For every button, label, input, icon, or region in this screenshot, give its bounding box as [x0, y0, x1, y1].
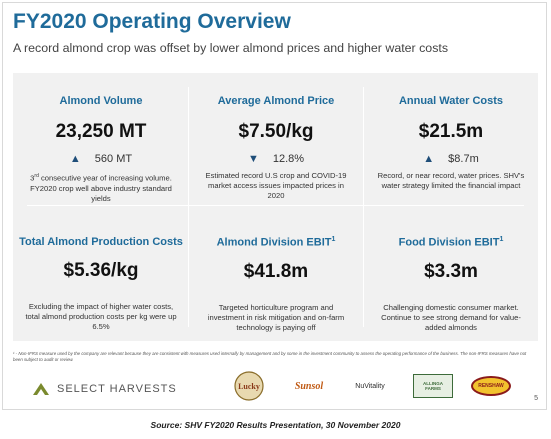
svg-text:Lucky: Lucky: [238, 382, 260, 391]
footnote: ¹ - Non-IFRS measure used by the company…: [13, 351, 527, 362]
metric-description: Excluding the impact of higher water cos…: [25, 302, 177, 331]
nuvitality-logo: NuVitality: [355, 382, 385, 390]
metric-value: $5.36/kg: [63, 260, 139, 281]
slide-title: FY2020 Operating Overview: [13, 10, 291, 33]
metric-card-food-division-ebit: Food Division EBIT1 $3.3m Challenging do…: [365, 236, 537, 333]
metric-change: ▲ $8.7m: [365, 153, 537, 165]
metric-value: $41.8m: [243, 260, 309, 282]
divider: [188, 87, 189, 327]
triangle-up-icon: ▲: [423, 153, 435, 165]
renshaw-logo: RENSHAW: [471, 371, 511, 401]
slide: FY2020 Operating Overview A record almon…: [2, 2, 547, 410]
metric-description: Record, or near record, water prices. SH…: [377, 171, 525, 190]
metric-description: Challenging domestic consumer market. Co…: [381, 302, 521, 332]
metric-value: 23,250 MT: [55, 121, 147, 142]
brand-mark-icon: [33, 383, 49, 395]
slide-footer: SELECT HARVESTS Lucky Sunsol NuVitality …: [3, 365, 546, 409]
sunsol-logo: Sunsol: [294, 380, 324, 392]
metric-change-value: $8.7m: [448, 153, 479, 165]
metric-change: ▲ 560 MT: [15, 153, 187, 165]
metric-title: Annual Water Costs: [398, 95, 504, 107]
metric-title: Total Almond Production Costs: [19, 236, 183, 248]
triangle-up-icon: ▲: [69, 153, 81, 165]
allinga-farms-label: ALLINGA FARMS: [413, 374, 453, 398]
metrics-panel: Almond Volume 23,250 MT ▲ 560 MT 3rd con…: [13, 73, 538, 341]
lucky-badge-icon: Lucky: [234, 371, 264, 401]
metric-change-value: 560 MT: [94, 153, 133, 165]
select-harvests-logo: SELECT HARVESTS: [31, 381, 177, 397]
metric-title: Average Almond Price: [217, 95, 335, 107]
metric-value: $3.3m: [424, 260, 478, 282]
metric-card-average-almond-price: Average Almond Price $7.50/kg ▼ 12.8% Es…: [190, 95, 362, 201]
metric-description: 3rd consecutive year of increasing volum…: [30, 173, 172, 203]
lucky-logo: Lucky: [231, 371, 267, 401]
metric-title: Almond Volume: [59, 95, 143, 107]
page-number: 5: [534, 395, 538, 402]
metric-card-almond-volume: Almond Volume 23,250 MT ▲ 560 MT 3rd con…: [15, 95, 187, 204]
triangle-down-icon: ▼: [247, 153, 259, 165]
brand-name: SELECT HARVESTS: [57, 383, 177, 395]
metric-card-almond-division-ebit: Almond Division EBIT1 $41.8m Targeted ho…: [190, 236, 362, 333]
metric-card-total-almond-production-costs: Total Almond Production Costs $5.36/kg E…: [15, 236, 187, 332]
metric-change: ▼ 12.8%: [190, 153, 362, 165]
metric-title: Almond Division EBIT1: [216, 236, 336, 249]
metric-value: $7.50/kg: [238, 121, 314, 142]
metric-description: Targeted horticulture program and invest…: [207, 302, 345, 332]
metric-value: $21.5m: [418, 121, 484, 142]
divider: [363, 87, 364, 327]
renshaw-label: RENSHAW: [471, 376, 511, 396]
source-caption: Source: SHV FY2020 Results Presentation,…: [150, 420, 401, 430]
slide-subtitle: A record almond crop was offset by lower…: [13, 41, 449, 55]
divider: [27, 205, 524, 206]
allinga-farms-logo: ALLINGA FARMS: [413, 371, 453, 401]
metric-title: Food Division EBIT1: [398, 236, 504, 249]
metric-change-value: 12.8%: [272, 153, 305, 165]
metric-card-annual-water-costs: Annual Water Costs $21.5m ▲ $8.7m Record…: [365, 95, 537, 191]
metric-description: Estimated record U.S crop and COVID-19 m…: [205, 171, 347, 200]
